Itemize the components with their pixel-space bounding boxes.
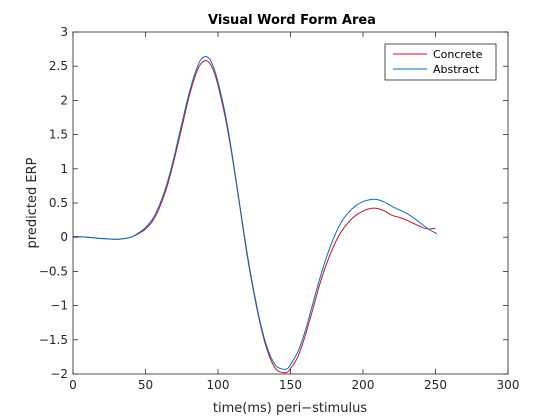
x-tick-label: 300 [497,378,520,392]
y-axis-ticks: −2 −1.5 −1 −0.5 0 0.5 1 1.5 2 2.5 3 [39,25,508,381]
y-tick-label: 3 [60,25,68,39]
legend: Concrete Abstract [384,43,497,81]
x-tick-label: 150 [279,378,302,392]
y-tick-label: 2 [60,93,68,107]
y-tick-label: 2.5 [49,59,68,73]
y-tick-label: 0 [60,230,68,244]
y-tick-label: 1.5 [49,128,68,142]
y-tick-label: 1 [60,162,68,176]
series-lines [72,56,438,374]
legend-box [384,43,497,81]
y-axis-label: predicted ERP [25,157,40,248]
x-tick-label: 250 [424,378,447,392]
x-tick-label: 200 [352,378,375,392]
y-tick-label: −2 [50,367,68,381]
x-axis-label: time(ms) peri−stimulus [213,401,367,416]
y-tick-label: −0.5 [39,264,68,278]
y-tick-label: −1 [50,299,68,313]
legend-label: Concrete [433,48,483,61]
x-tick-label: 100 [207,378,230,392]
x-tick-label: 50 [138,378,153,392]
x-tick-label: 0 [69,378,77,392]
series-line-abstract [72,56,438,370]
legend-label: Abstract [433,63,480,76]
x-axis-ticks: 0 50 100 150 200 250 300 [69,32,519,392]
plot-area [73,32,508,374]
chart-title: Visual Word Form Area [208,13,376,28]
y-tick-label: −1.5 [39,333,68,347]
y-tick-label: 0.5 [49,196,68,210]
